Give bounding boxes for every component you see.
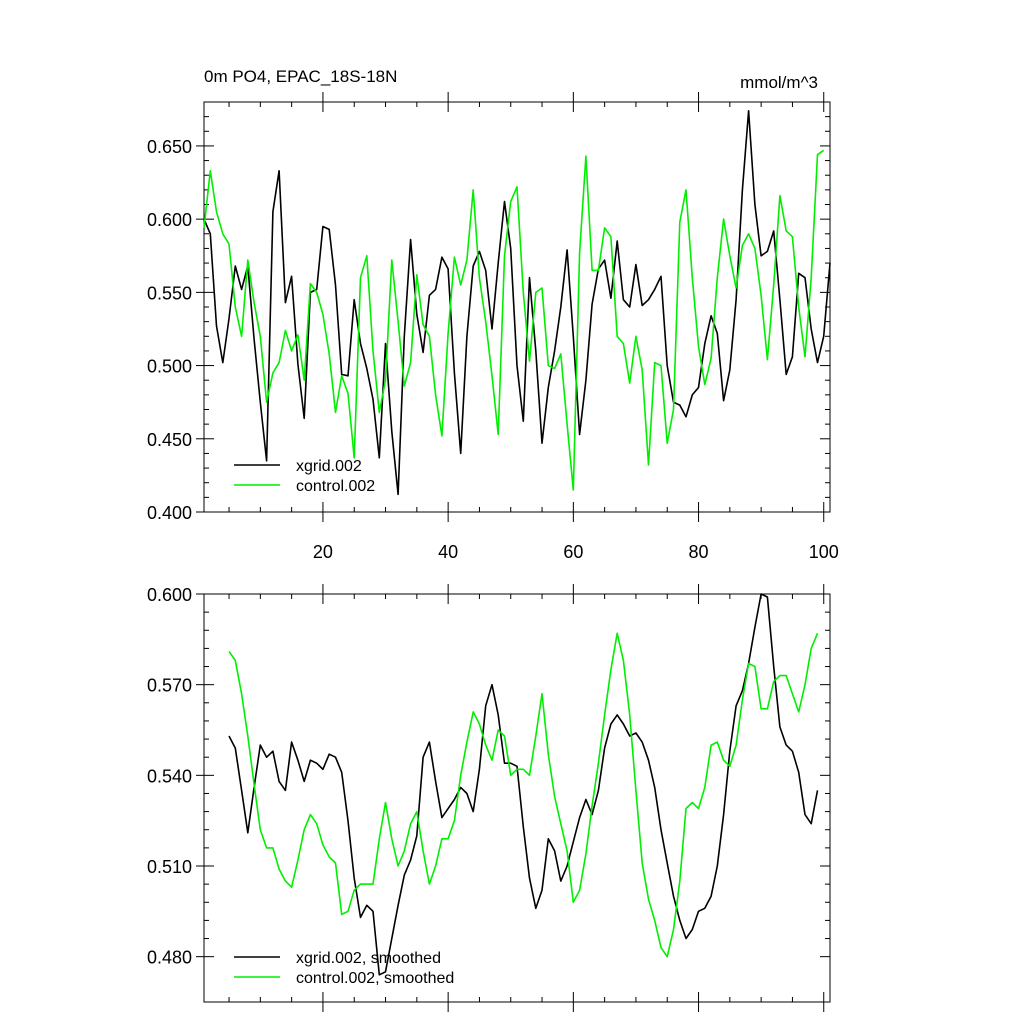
top-y-tick-label: 0.650 xyxy=(147,137,192,157)
top-x-tick-label: 60 xyxy=(563,542,583,562)
bottom-series-line-control xyxy=(228,632,819,958)
top-y-tick-label: 0.550 xyxy=(147,283,192,303)
top-y-tick-label: 0.600 xyxy=(147,210,192,230)
bottom-y-tick-label: 0.570 xyxy=(147,676,192,696)
top-y-tick-label: 0.450 xyxy=(147,430,192,450)
top-legend-label: control.002 xyxy=(296,478,375,495)
top-x-tick-label: 80 xyxy=(689,542,709,562)
top-x-tick-label: 20 xyxy=(313,542,333,562)
top-panel: 20 40 60 80 100 0.400 0.450 0.500 0.550 0.600 0.65… xyxy=(147,92,839,562)
bottom-panel: 0.480 0.510 0.540 0.570 0.600 xgrid.002, smoo… xyxy=(147,584,831,1012)
bottom-y-tick-label: 0.540 xyxy=(147,766,192,786)
top-series-line-control xyxy=(203,149,825,491)
top-panel-title: 0m PO4, EPAC_18S-18N xyxy=(204,67,397,86)
bottom-legend-label: xgrid.002, smoothed xyxy=(296,950,441,967)
top-x-tick-label: 100 xyxy=(809,542,839,562)
bottom-y-tick-label: 0.600 xyxy=(147,585,192,605)
top-legend-label: xgrid.002 xyxy=(296,458,362,475)
top-y-tick-label: 0.400 xyxy=(147,503,192,523)
top-series-line-xgrid xyxy=(203,110,831,496)
bottom-y-tick-label: 0.480 xyxy=(147,948,192,968)
top-x-tick-label: 40 xyxy=(438,542,458,562)
bottom-legend-label: control.002, smoothed xyxy=(296,970,454,987)
top-panel-units: mmol/m^3 xyxy=(740,73,818,92)
bottom-y-tick-label: 0.510 xyxy=(147,857,192,877)
bottom-plot-frame xyxy=(203,593,831,1003)
bottom-series-line-xgrid xyxy=(228,593,819,976)
top-y-tick-label: 0.500 xyxy=(147,357,192,377)
